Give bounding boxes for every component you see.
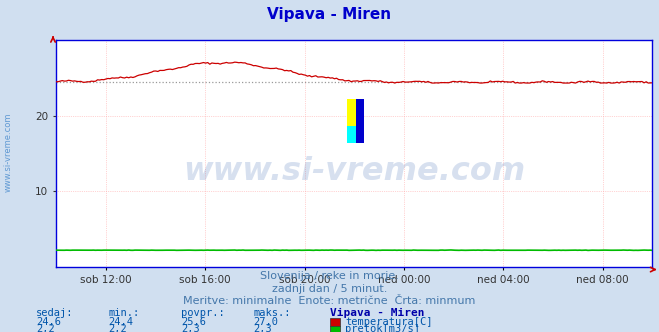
Bar <box>357 99 364 143</box>
Text: 24,4: 24,4 <box>109 317 134 327</box>
Text: 2,3: 2,3 <box>181 324 200 332</box>
Text: 25,6: 25,6 <box>181 317 206 327</box>
Text: Vipava - Miren: Vipava - Miren <box>330 308 424 318</box>
Text: povpr.:: povpr.: <box>181 308 225 318</box>
Text: maks.:: maks.: <box>254 308 291 318</box>
Text: 2,2: 2,2 <box>36 324 55 332</box>
Text: pretok[m3/s]: pretok[m3/s] <box>345 324 420 332</box>
Bar <box>347 99 364 126</box>
Text: min.:: min.: <box>109 308 140 318</box>
Text: www.si-vreme.com: www.si-vreme.com <box>183 156 525 187</box>
Text: 2,3: 2,3 <box>254 324 272 332</box>
Text: Vipava - Miren: Vipava - Miren <box>268 7 391 23</box>
Text: Slovenija / reke in morje.: Slovenija / reke in morje. <box>260 271 399 281</box>
Text: temperatura[C]: temperatura[C] <box>345 317 433 327</box>
Bar <box>347 126 364 143</box>
Text: zadnji dan / 5 minut.: zadnji dan / 5 minut. <box>272 284 387 294</box>
Text: www.si-vreme.com: www.si-vreme.com <box>4 113 13 193</box>
Text: 27,0: 27,0 <box>254 317 279 327</box>
Text: 24,6: 24,6 <box>36 317 61 327</box>
Text: 2,2: 2,2 <box>109 324 127 332</box>
Text: Meritve: minimalne  Enote: metrične  Črta: minmum: Meritve: minimalne Enote: metrične Črta:… <box>183 296 476 306</box>
Text: sedaj:: sedaj: <box>36 308 74 318</box>
